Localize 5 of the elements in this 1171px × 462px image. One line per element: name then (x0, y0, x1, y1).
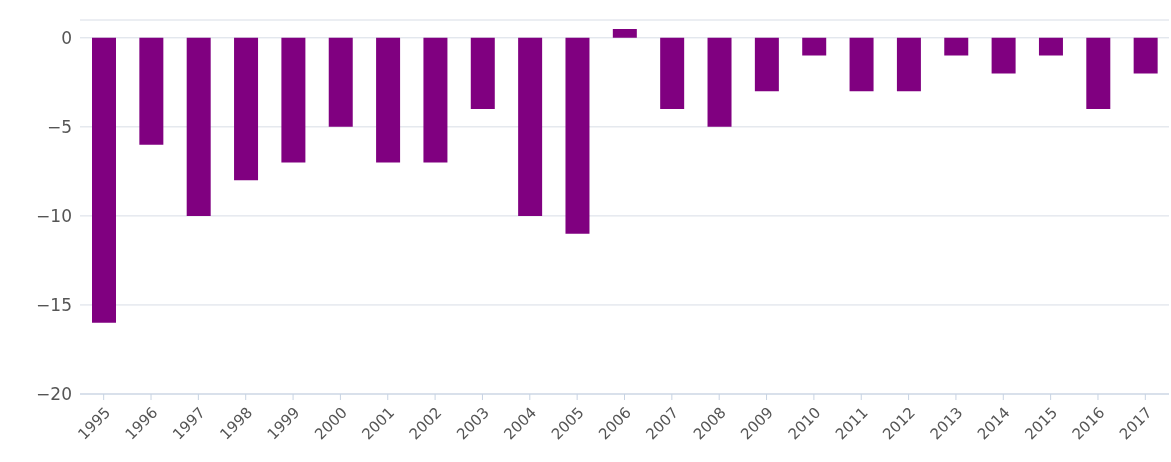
y-tick-label: −20 (36, 384, 72, 405)
y-tick-label: −10 (36, 205, 72, 226)
y-tick-label: 0 (61, 27, 72, 48)
y-tick-label: −15 (36, 294, 72, 315)
y-tick-label: −5 (46, 116, 72, 137)
